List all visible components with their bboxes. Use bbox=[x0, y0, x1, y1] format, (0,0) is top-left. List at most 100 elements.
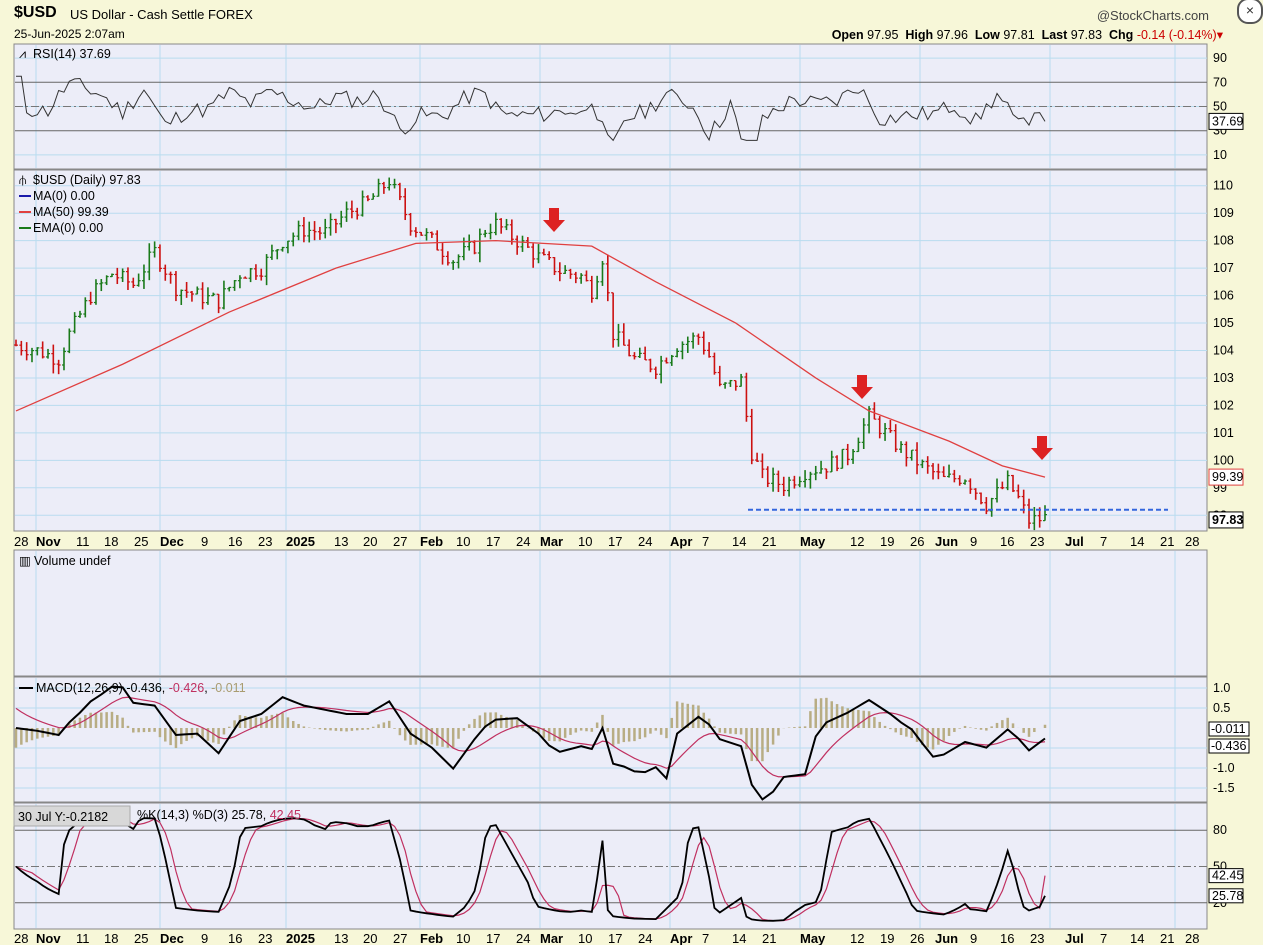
macd-hist-label: -0.011 bbox=[1211, 722, 1246, 736]
price-tick-label: 103 bbox=[1213, 371, 1234, 385]
date-tick-label: 28 bbox=[1185, 931, 1199, 945]
date-tick-label: 2025 bbox=[286, 931, 315, 945]
date-tick-label: 17 bbox=[608, 931, 622, 945]
date-tick-label: Jul bbox=[1065, 931, 1084, 945]
macd-layer bbox=[14, 685, 1047, 801]
date-tick-label: 16 bbox=[1000, 931, 1014, 945]
date-tick-label: Dec bbox=[160, 534, 184, 549]
date-tick-label: Jun bbox=[935, 931, 958, 945]
ma0-legend: MA(0) 0.00 bbox=[33, 189, 95, 203]
date-tick-label: 9 bbox=[201, 931, 208, 945]
date-tick-label: 24 bbox=[638, 534, 652, 549]
date-tick-label: 7 bbox=[1100, 534, 1107, 549]
stoch-d-box bbox=[1208, 868, 1244, 884]
low-label: Low bbox=[974, 28, 1000, 42]
macd-tick-label: -1.0 bbox=[1213, 761, 1235, 775]
price-legend: $USD (Daily) 97.83 bbox=[33, 173, 141, 187]
date-tick-label: 20 bbox=[363, 931, 377, 945]
price-tick-label: 106 bbox=[1213, 289, 1234, 303]
date-tick-label: 28 bbox=[14, 534, 28, 549]
price-tick-label: 101 bbox=[1213, 426, 1234, 440]
date-tick-label: 14 bbox=[732, 931, 746, 945]
date-tick-label: 10 bbox=[578, 931, 592, 945]
macd-tick-label: 0.5 bbox=[1213, 701, 1230, 715]
date-tick-label: 7 bbox=[702, 534, 709, 549]
stoch-k-label: 25.78 bbox=[1212, 889, 1243, 903]
date-tick-label: 10 bbox=[456, 931, 470, 945]
last-price-box bbox=[1208, 511, 1244, 529]
last-value: 97.83 bbox=[1070, 28, 1103, 42]
date-tick-label: 14 bbox=[1130, 931, 1144, 945]
stoch-layer bbox=[15, 814, 1046, 922]
date-tick-label: 17 bbox=[486, 931, 500, 945]
down-arrow-shaft bbox=[1037, 436, 1047, 448]
macd-hist-box bbox=[1208, 721, 1250, 737]
rsi-legend: RSI(14) 37.69 bbox=[33, 47, 111, 61]
down-arrow-icon bbox=[1031, 436, 1053, 460]
date-tick-label: 24 bbox=[516, 931, 530, 945]
date-tick-label: 13 bbox=[334, 931, 348, 945]
axis-layer: 110109108107106105104103102101100999899.… bbox=[14, 51, 1250, 945]
date-tick-label: Nov bbox=[36, 534, 61, 549]
volume-panel bbox=[13, 549, 1208, 677]
date-tick-label: Dec bbox=[160, 931, 184, 945]
stoch-tick-label: 80 bbox=[1213, 823, 1227, 837]
date-tick-label: 13 bbox=[334, 534, 348, 549]
crosshair-tooltip-text: 30 Jul Y:-0.2182 bbox=[18, 810, 108, 824]
open-label: Open bbox=[831, 28, 864, 42]
date-tick-label: 12 bbox=[850, 931, 864, 945]
chart-header: $USD US Dollar - Cash Settle FOREX 25-Ju… bbox=[0, 0, 1263, 44]
price-tick-label: 100 bbox=[1213, 453, 1234, 467]
macd-legend: MACD(12,26,9) -0.436, -0.426, -0.011 bbox=[36, 681, 246, 695]
date-tick-label: 7 bbox=[702, 931, 709, 945]
close-icon[interactable]: × bbox=[1237, 0, 1263, 24]
stoch-legend: %K(14,3) %D(3) 25.78, 42.45 bbox=[137, 808, 301, 822]
low-value: 97.81 bbox=[1003, 28, 1035, 42]
date-tick-label: 21 bbox=[762, 534, 776, 549]
date-tick-label: 19 bbox=[880, 534, 894, 549]
date-tick-label: Jul bbox=[1065, 534, 1084, 549]
down-triangle-icon: ▾ bbox=[1216, 28, 1223, 42]
down-arrow-head bbox=[543, 220, 565, 232]
macd-legend-hist: -0.011 bbox=[211, 681, 246, 695]
down-arrow-icon bbox=[851, 375, 873, 399]
date-tick-label: 18 bbox=[104, 534, 118, 549]
date-tick-label: Jun bbox=[935, 534, 958, 549]
date-tick-label: 18 bbox=[104, 931, 118, 945]
chg-label: Chg bbox=[1109, 28, 1134, 42]
price-layer bbox=[14, 177, 1168, 531]
macd-tick-label: 1.0 bbox=[1213, 681, 1230, 695]
date-tick-label: May bbox=[800, 534, 826, 549]
price-tick-label: 110 bbox=[1213, 179, 1233, 193]
date-tick-label: 11 bbox=[76, 931, 90, 945]
date-tick-label: 24 bbox=[638, 931, 652, 945]
high-label: High bbox=[905, 28, 934, 42]
rsi-value-label: 37.69 bbox=[1212, 114, 1243, 128]
date-tick-label: 28 bbox=[1185, 534, 1199, 549]
macd-legend-signal: -0.426 bbox=[169, 681, 204, 695]
crosshair-tooltip bbox=[13, 805, 131, 827]
rsi-tick-label: 70 bbox=[1213, 75, 1227, 89]
date-tick-label: 16 bbox=[1000, 534, 1014, 549]
date-tick-label: 9 bbox=[201, 534, 208, 549]
date-tick-label: 2025 bbox=[286, 534, 315, 549]
date-tick-label: Apr bbox=[670, 931, 692, 945]
price-bars-icon: ⫛ bbox=[19, 173, 27, 187]
price-tick-label: 105 bbox=[1213, 316, 1234, 330]
price-tick-label: 109 bbox=[1213, 206, 1234, 220]
macd-value-label: -0.436 bbox=[1211, 739, 1246, 753]
macd-line bbox=[15, 685, 1046, 801]
rsi-layer bbox=[16, 75, 1046, 142]
stoch-d-line bbox=[15, 816, 1046, 922]
ma50-value-label: 99.39 bbox=[1212, 470, 1243, 484]
stoch-k-line bbox=[15, 814, 1046, 922]
rsi-tick-label: 50 bbox=[1213, 100, 1227, 114]
date-tick-label: 11 bbox=[76, 534, 90, 549]
price-tick-label: 107 bbox=[1213, 261, 1234, 275]
date-tick-label: 21 bbox=[762, 931, 776, 945]
date-tick-label: 23 bbox=[258, 534, 272, 549]
ohlc-readout: Open 97.95 High 97.96 Low 97.81 Last 97.… bbox=[832, 27, 1223, 42]
date-tick-label: 27 bbox=[393, 931, 407, 945]
symbol-title: $USD bbox=[14, 4, 57, 21]
price-tick-label: 108 bbox=[1213, 234, 1234, 248]
